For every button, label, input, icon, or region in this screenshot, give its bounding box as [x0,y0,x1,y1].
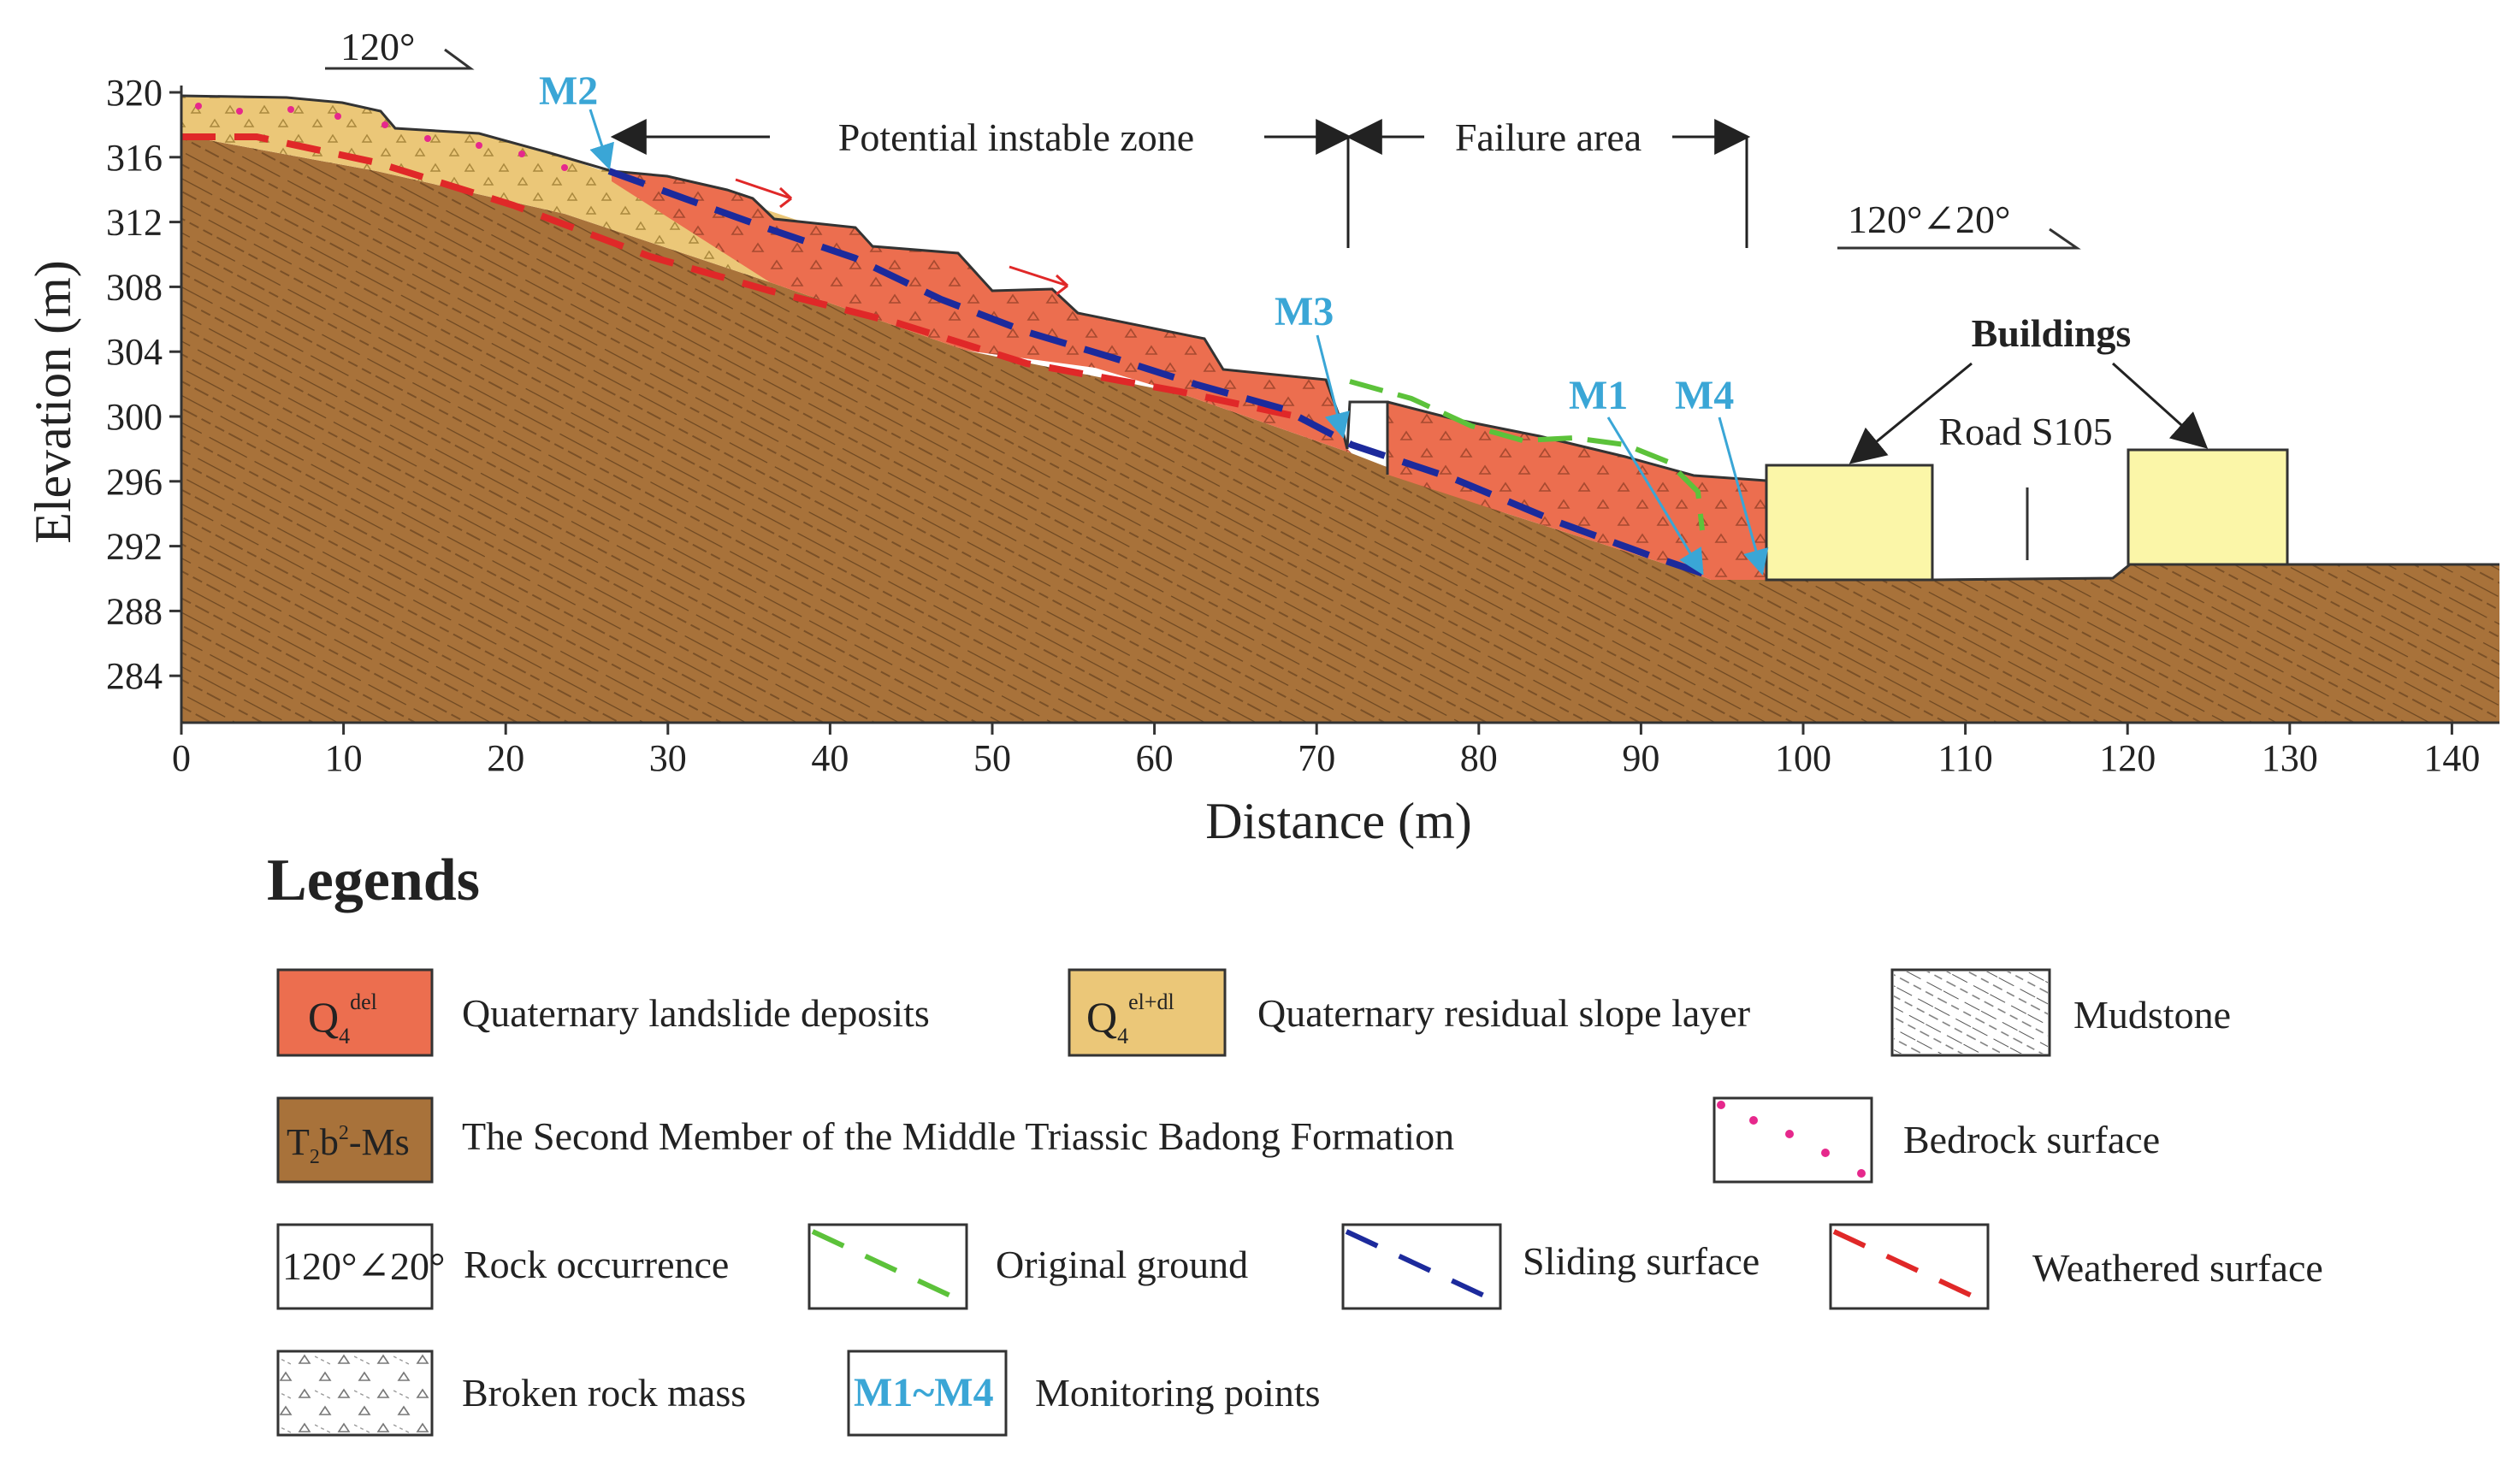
x-tick-label: 100 [1775,737,1831,779]
buildings-label: Buildings [1972,311,2132,355]
y-tick-label: 320 [106,72,163,114]
legend-label-residual: Quaternary residual slope layer [1257,991,1750,1035]
x-tick-label: 50 [973,737,1011,779]
legend-symbol-q4eldl: Q4el+dl [1086,989,1174,1048]
weathered-surface-line [181,133,1310,422]
legend-label-weathered: Weathered surface [2032,1246,2323,1290]
x-tick-label: 140 [2423,737,2480,779]
x-tick-label: 40 [811,737,849,779]
original-ground-line [1349,379,1705,531]
legend-label-bedrock-surface: Bedrock surface [1903,1118,2160,1161]
legend-bedrock-surface-dots [1717,1101,1866,1178]
m3-pointer [1316,334,1350,439]
building-right [2127,448,2289,566]
y-axis-label: Elevation (m) [25,260,81,544]
buildings-arrow-left [1849,362,1973,464]
sliding-surface-line [607,168,1708,578]
legend-title: Legends [267,848,480,913]
x-tick-label: 80 [1460,737,1498,779]
m2-pointer [589,109,614,170]
legend-swatch-deposits [276,968,434,1057]
bedrock-hatch [181,135,2499,723]
legend-swatch-occurrence [276,1223,434,1310]
legend-swatch-monitoring [847,1350,1008,1437]
x-tick-label: 70 [1298,737,1335,779]
cross-section [180,94,2499,723]
x-axis-label: Distance (m) [1205,793,1472,849]
y-axis-ticks: 320 316 312 308 304 300 296 292 288 284 [106,72,181,697]
y-tick-label: 304 [106,331,163,373]
legend-swatch-broken-rock-pattern [280,1353,430,1433]
legend-line-sliding [1345,1229,1499,1304]
occurrence-top-symbol [325,48,475,70]
y-tick-label: 284 [106,655,163,697]
potential-zone-label: Potential instable zone [838,115,1194,159]
legend-label-monitoring: Monitoring points [1035,1371,1321,1415]
road-label: Road S105 [1938,410,2112,453]
y-tick-label: 292 [106,526,163,568]
legend-line-original-ground [811,1229,965,1304]
x-tick-label: 0 [172,737,191,779]
legend-label-mudstone: Mudstone [2073,993,2231,1037]
legend-label-sliding: Sliding surface [1523,1239,1760,1283]
deposits-texture-failure [1387,402,1766,580]
legend-label-deposits: Quaternary landslide deposits [462,991,930,1035]
y-tick-label: 308 [106,266,163,308]
monitoring-point-m1: M1 [1569,373,1628,418]
monitoring-point-m4: M4 [1675,373,1734,418]
occurrence-right-symbol [1837,227,2081,250]
y-tick-label: 288 [106,590,163,632]
failure-area-label: Failure area [1455,115,1642,159]
legend-line-weathered [1832,1229,1986,1304]
legend-swatch-residual [1068,968,1227,1057]
legend-label-original-ground: Original ground [996,1243,1248,1286]
movement-arrow-1 [735,178,793,209]
x-tick-label: 10 [325,737,363,779]
x-tick-label: 130 [2262,737,2318,779]
legend-swatch-bedrock-surface [1713,1096,1873,1184]
monitoring-point-m2: M2 [539,68,598,114]
x-tick-label: 20 [487,737,524,779]
legend-swatch-mudstone-hatch [1894,972,2048,1054]
legend-label-bedrock: The Second Member of the Middle Triassic… [462,1114,1454,1158]
m4-pointer [1718,416,1769,576]
x-axis-ticks: 0 10 20 30 40 50 60 70 80 90 100 110 120 130 140 [172,723,2480,779]
x-tick-label: 120 [2099,737,2156,779]
x-tick-label: 30 [649,737,687,779]
x-tick-label: 60 [1136,737,1174,779]
legend-label-occurrence: Rock occurrence [464,1243,729,1286]
legend-symbol-occurrence: 120°∠20° [282,1244,445,1288]
axes: 0 10 20 30 40 50 60 70 80 90 100 110 120 130 140 320 31… [25,72,2499,849]
y-tick-label: 312 [106,202,163,244]
y-tick-label: 316 [106,137,163,179]
occurrence-right-label: 120°∠20° [1848,198,2010,241]
x-tick-label: 90 [1622,737,1659,779]
annotations: 120° 120°∠20° Potential instable zone Fa… [325,25,2209,576]
monitoring-point-m3: M3 [1275,289,1334,334]
legend-swatch-bedrock [276,1096,434,1184]
x-tick-label: 110 [1937,737,1992,779]
buildings-arrow-right [2111,362,2209,449]
occurrence-top-label: 120° [340,25,415,68]
y-tick-label: 296 [106,461,163,503]
m1-pointer [1606,416,1704,576]
y-tick-label: 300 [106,396,163,438]
legend-symbol-q4del: Q4del [308,989,377,1048]
building-left [1765,464,1934,582]
legend: Legends Q4del Quaternary landslide depos… [267,848,2323,1437]
legend-label-broken-rock: Broken rock mass [462,1371,746,1415]
legend-symbol-t2b2: T2b2-Ms [287,1121,410,1168]
movement-arrow-2 [1009,265,1069,296]
bedrock-surface-dots [195,103,568,171]
legend-symbol-monitoring: M1~M4 [854,1370,994,1415]
